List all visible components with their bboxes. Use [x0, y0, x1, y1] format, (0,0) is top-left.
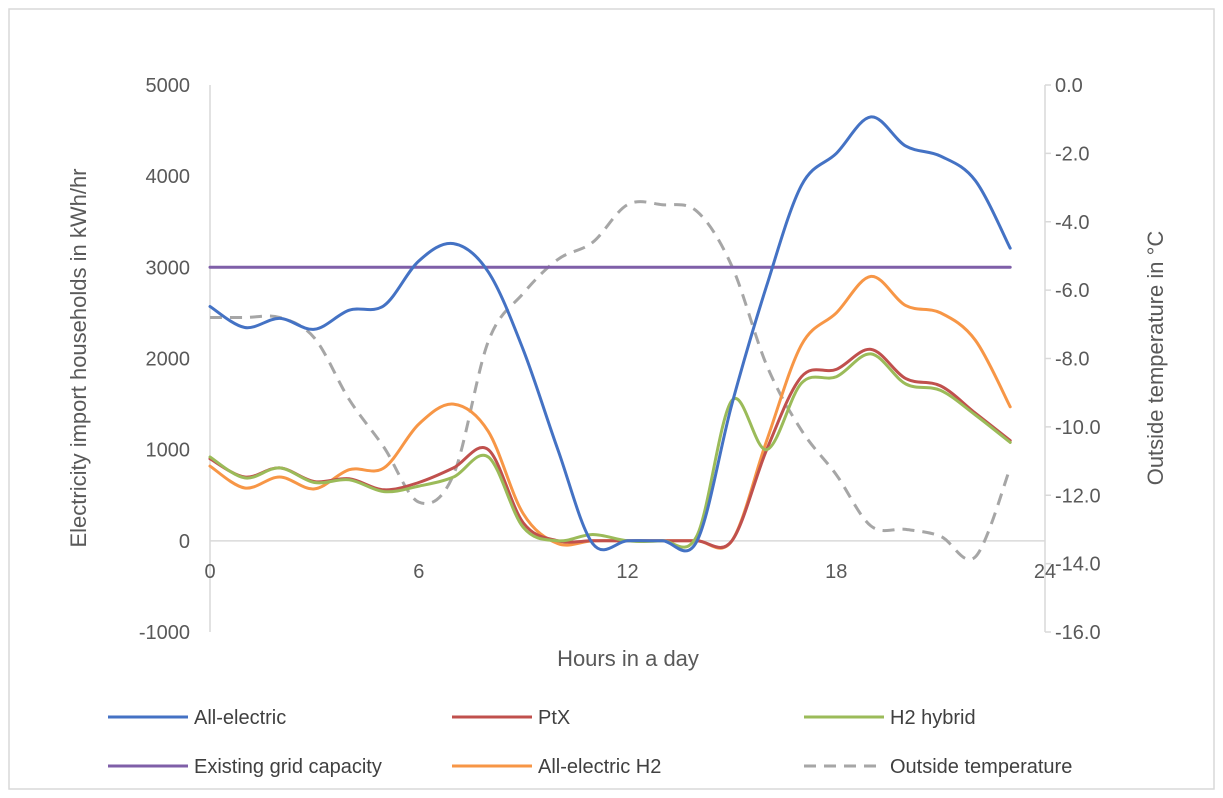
x-tick-label: 24	[1034, 561, 1056, 583]
y2-tick-label: -8.0	[1055, 349, 1089, 371]
legend-label: Existing grid capacity	[194, 756, 382, 778]
y2-tick-label: 0.0	[1055, 75, 1083, 97]
legend-label: All-electric H2	[538, 756, 661, 778]
legend-item-outside-temperature: Outside temperature	[804, 756, 1072, 778]
plot-area	[208, 115, 1012, 561]
legend-item-existing-grid-capacity: Existing grid capacity	[108, 756, 382, 778]
y2-tick-label: -10.0	[1055, 417, 1101, 439]
y2-tick-label: -4.0	[1055, 212, 1089, 234]
y-tick-label: 5000	[146, 75, 191, 97]
y2-tick-label: -16.0	[1055, 622, 1101, 644]
y-axis-title: Electricity import households in kWh/hr	[66, 168, 91, 547]
chart-frame	[8, 8, 1215, 790]
legend-label: PtX	[538, 707, 570, 729]
y2-axis-title: Outside temperature in °C	[1143, 231, 1168, 486]
tick-labels: -1000 0 1000 2000 3000 4000 5000 -16.0 -14.0 -12.…	[139, 75, 1101, 644]
legend-item-ptx: PtX	[452, 707, 570, 729]
x-tick-label: 6	[413, 561, 424, 583]
legend-label: Outside temperature	[890, 756, 1072, 778]
series-line-outside-temperature	[210, 200, 1012, 561]
legend-item-all-electric: All-electric	[108, 707, 286, 729]
x-tick-label: 0	[204, 561, 215, 583]
y2-tick-label: -12.0	[1055, 485, 1101, 507]
y2-tick-label: -6.0	[1055, 280, 1089, 302]
y-tick-label: 4000	[146, 166, 191, 188]
x-axis-title: Hours in a day	[557, 646, 699, 671]
y-tick-label: 2000	[146, 349, 191, 371]
y2-tick-label: -2.0	[1055, 143, 1089, 165]
y2-tick-label: -14.0	[1055, 554, 1101, 576]
y-tick-label: 3000	[146, 257, 191, 279]
y-tick-label: -1000	[139, 622, 190, 644]
legend: All-electric PtX H2 hybrid Existing grid ca…	[108, 707, 1072, 778]
legend-item-h2-hybrid: H2 hybrid	[804, 707, 976, 729]
y-tick-label: 1000	[146, 440, 191, 462]
series-line-all-electric	[208, 115, 1012, 553]
legend-label: H2 hybrid	[890, 707, 976, 729]
legend-item-all-electric-h2: All-electric H2	[452, 756, 661, 778]
x-tick-label: 18	[825, 561, 847, 583]
x-tick-label: 12	[616, 561, 638, 583]
legend-label: All-electric	[194, 707, 286, 729]
y-tick-label: 0	[179, 531, 190, 553]
